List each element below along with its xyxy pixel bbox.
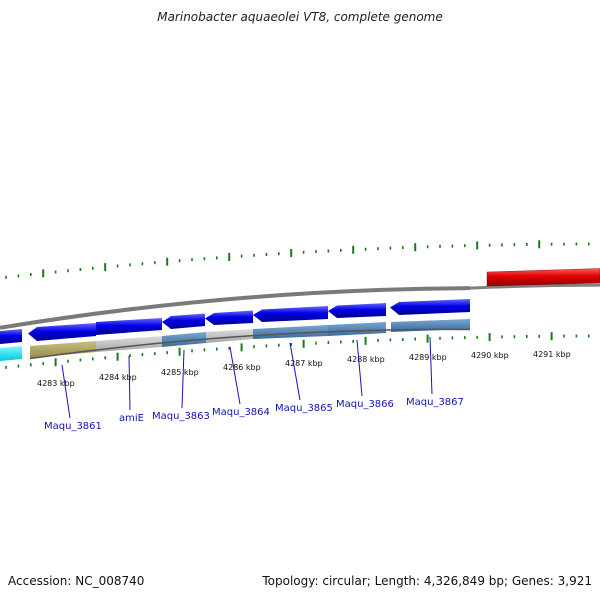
leader-line: [229, 346, 241, 405]
inner-tick-ring: [5, 332, 590, 369]
gene-label-maqu-3867[interactable]: Maqu_3867: [406, 397, 464, 408]
gene-label-maqu-3861[interactable]: Maqu_3861: [44, 421, 102, 432]
kbp-scale-labels: 4283 kbp 4284 kbp 4285 kbp 4286 kbp 4287…: [37, 350, 571, 388]
gene-label-amie[interactable]: amiE: [119, 413, 144, 424]
kbp-label: 4284 kbp: [99, 373, 137, 382]
cog-segment-khaki: [30, 341, 96, 358]
kbp-label: 4288 kbp: [347, 355, 385, 364]
kbp-label: 4290 kbp: [471, 351, 509, 360]
cog-segment-grey: [206, 329, 253, 343]
cog-band-shadow: [29, 328, 471, 360]
gene-arrow: [390, 299, 470, 315]
cog-segment-cyan: [0, 346, 22, 361]
kbp-label: 4287 kbp: [285, 359, 323, 368]
gene-label-maqu-3866[interactable]: Maqu_3866: [336, 399, 394, 410]
leader-line: [356, 339, 363, 397]
reverse-strand-genes: [0, 299, 470, 344]
gene-label-maqu-3863[interactable]: Maqu_3863: [152, 411, 210, 422]
gene-label-maqu-3865[interactable]: Maqu_3865: [275, 403, 333, 414]
kbp-label: 4289 kbp: [409, 353, 447, 362]
gene-labels: Maqu_3861 amiE Maqu_3863 Maqu_3864 Maqu_…: [44, 397, 464, 432]
gene-arrow: [28, 323, 96, 341]
topology-text: Topology: circular; Length: 4,326,849 bp…: [262, 574, 592, 588]
gene-arrow: [205, 310, 253, 325]
gene-arrow: [162, 313, 205, 329]
cog-segment-steel: [253, 325, 328, 339]
kbp-label: 4285 kbp: [161, 368, 199, 377]
gene-label-leaders: [61, 336, 433, 419]
gene-arrow: [328, 303, 386, 318]
leader-line: [61, 364, 71, 419]
gene-arrow: [96, 318, 162, 335]
forward-gene-arrow: [486, 268, 600, 287]
leader-line: [181, 349, 185, 409]
leader-line: [429, 336, 433, 395]
backbone-reverse-strand: [0, 286, 471, 330]
cog-segment-steel: [162, 332, 206, 347]
kbp-label: 4286 kbp: [223, 363, 261, 372]
gene-arrow: [0, 329, 22, 344]
kbp-label: 4291 kbp: [533, 350, 571, 359]
cog-color-band: [0, 319, 471, 361]
outer-tick-ring: [5, 240, 590, 279]
accession-text: Accession: NC_008740: [8, 574, 145, 588]
kbp-label: 4283 kbp: [37, 379, 75, 388]
gene-arrow: [253, 306, 328, 322]
leader-line: [128, 355, 131, 411]
genome-title: Marinobacter aquaeolei VT8, complete gen…: [157, 10, 443, 24]
cog-segment-steel: [328, 322, 386, 336]
leader-line: [289, 342, 301, 401]
gene-label-maqu-3864[interactable]: Maqu_3864: [212, 407, 270, 418]
